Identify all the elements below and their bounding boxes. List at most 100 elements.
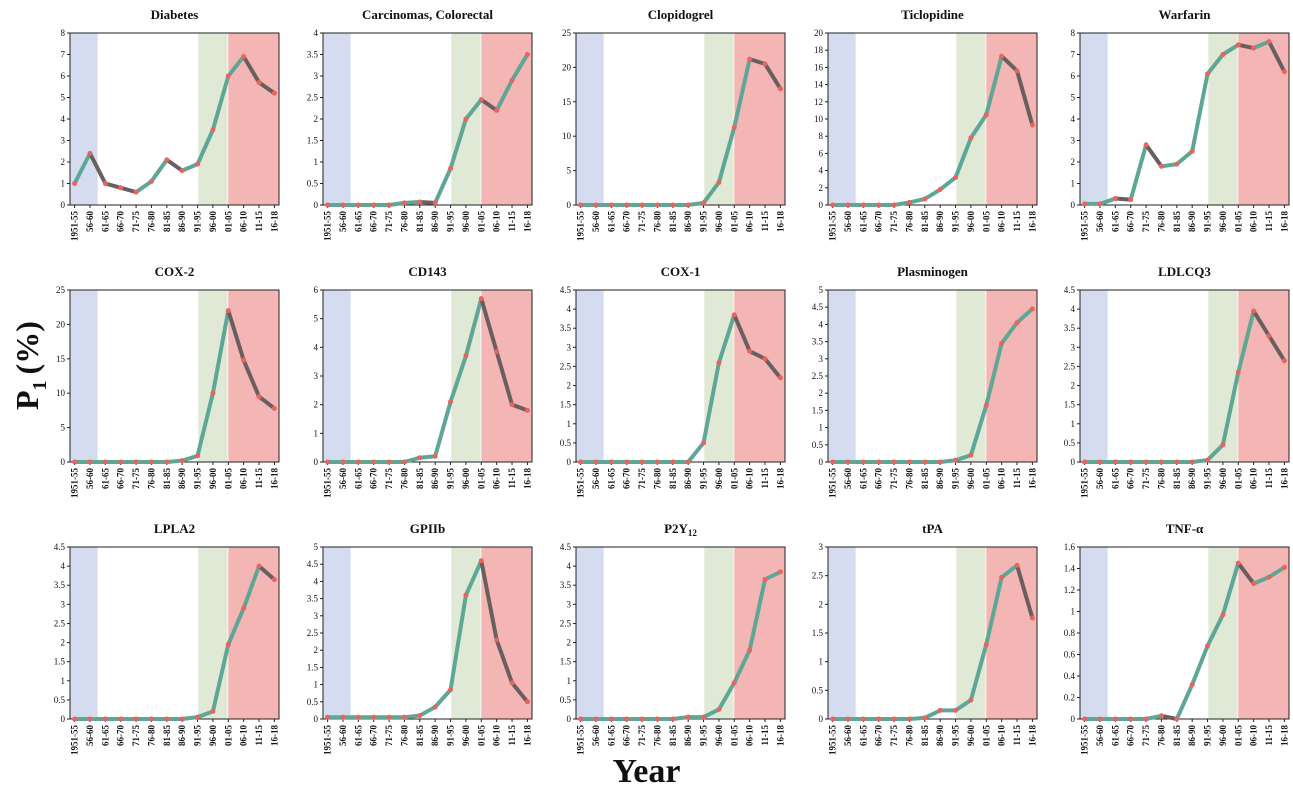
y-tick-label: 2 xyxy=(314,400,319,410)
data-point xyxy=(1097,459,1103,465)
series-line-segment xyxy=(763,569,783,582)
data-point xyxy=(1266,574,1272,580)
data-point xyxy=(654,202,660,208)
x-tick-label: 71-75 xyxy=(131,468,141,489)
series-line-segment xyxy=(448,593,468,692)
data-point xyxy=(494,637,500,643)
data-point xyxy=(1112,716,1118,722)
data-point xyxy=(762,61,768,67)
series-line-segment xyxy=(1251,575,1272,586)
chart-title-text: Plasminogen xyxy=(897,264,969,279)
y-tick-label: 1 xyxy=(314,428,319,438)
chart-panel: 0 2 4 6 8 10 12 14 16 18 20 1951-55 56-60 61-65 66-70 7… xyxy=(814,7,1038,241)
band-mid xyxy=(956,290,986,462)
series-line-segment xyxy=(417,199,438,205)
data-point xyxy=(72,716,78,722)
x-tick-label: 06-10 xyxy=(239,211,249,232)
y-tick-label: 0 xyxy=(1071,457,1076,467)
x-tick-label: 76-80 xyxy=(399,725,409,746)
series-line-segment xyxy=(1159,713,1179,721)
series-line-segment xyxy=(763,61,783,91)
y-tick-label: 2.5 xyxy=(1064,361,1076,371)
x-tick-label: 71-75 xyxy=(131,725,141,746)
data-point xyxy=(1174,716,1180,722)
x-tick-label: 66-70 xyxy=(1126,468,1136,489)
chart-title-text: LDLCQ3 xyxy=(1158,264,1211,279)
x-tick-label: 76-80 xyxy=(904,468,914,489)
y-tick-label: 2 xyxy=(567,638,572,648)
y-tick-label: 3.5 xyxy=(560,580,572,590)
data-point xyxy=(593,459,599,465)
series-line-segment xyxy=(716,312,737,365)
x-tick-label: 06-10 xyxy=(745,211,755,232)
series-line-segment xyxy=(180,453,200,463)
y-tick-label: 0.5 xyxy=(307,179,319,189)
x-tick-label: 96-00 xyxy=(966,468,976,489)
series-line-segment xyxy=(433,687,453,709)
band-early xyxy=(323,290,351,462)
data-point xyxy=(1189,682,1195,688)
data-point xyxy=(1158,163,1164,169)
x-tick-label: 61-65 xyxy=(606,725,616,746)
x-tick-label: 16-18 xyxy=(1279,468,1289,489)
x-tick-label: 56-60 xyxy=(1095,725,1105,746)
series-line-segment xyxy=(479,296,499,354)
data-point xyxy=(608,202,614,208)
x-tick-label: 76-80 xyxy=(652,211,662,232)
x-tick-label: 86-90 xyxy=(1187,211,1197,232)
chart-panel: 0 0.5 1 1.5 2 2.5 3 3.5 4 1951-55 56-60 61-65 66-70 7… xyxy=(307,7,533,241)
band-mid xyxy=(956,33,986,205)
x-tick-label: 1951-55 xyxy=(70,468,80,498)
x-tick-label: 06-10 xyxy=(745,468,755,489)
series-line-segment xyxy=(747,577,768,653)
y-tick-label: 3 xyxy=(1071,136,1076,146)
x-tick-label: 66-70 xyxy=(874,211,884,232)
band-late xyxy=(986,33,1037,205)
chart-panel: 0 0.5 1 1.5 2 2.5 3 1951-55 56-60 61-65 66-70 71-75… xyxy=(812,521,1038,755)
x-tick-label: 1951-55 xyxy=(323,725,333,755)
chart-title-text: Clopidogrel xyxy=(648,7,714,22)
data-point xyxy=(860,459,866,465)
y-tick-label: 2 xyxy=(61,157,66,167)
series-line-segment xyxy=(1251,39,1272,51)
chart-title: COX-2 xyxy=(155,264,195,279)
data-point xyxy=(876,716,882,722)
y-tick-label: 4.5 xyxy=(812,302,824,312)
data-point xyxy=(1281,564,1287,570)
data-point xyxy=(271,405,277,411)
chart-panel: 0 0.5 1 1.5 2 2.5 3 3.5 4 4.5 1951-55 56-60 61-65 66-… xyxy=(54,521,280,755)
x-tick-label: 61-65 xyxy=(606,468,616,489)
series-line-segment xyxy=(433,399,453,459)
data-point xyxy=(1128,459,1134,465)
data-point xyxy=(401,459,407,465)
data-point xyxy=(1014,68,1020,74)
y-tick-label: 0.5 xyxy=(560,695,572,705)
y-axis-label: P1 (%) xyxy=(0,300,60,450)
series-line-segment xyxy=(1236,561,1256,586)
data-point xyxy=(463,116,469,122)
x-tick-label: 11-15 xyxy=(254,725,264,746)
data-point xyxy=(355,459,361,465)
data-point xyxy=(685,202,691,208)
data-point xyxy=(670,459,676,465)
data-point xyxy=(906,716,912,722)
data-point xyxy=(1112,196,1118,202)
data-point xyxy=(1281,69,1287,75)
x-tick-label: 76-80 xyxy=(904,211,914,232)
data-point xyxy=(118,459,124,465)
data-point xyxy=(148,178,154,184)
x-tick-label: 91-95 xyxy=(446,725,456,746)
y-tick-label: 2 xyxy=(61,638,66,648)
x-tick-label: 66-70 xyxy=(369,725,379,746)
x-tick-label: 81-85 xyxy=(415,211,425,232)
data-point xyxy=(983,641,989,647)
y-tick-label: 3 xyxy=(314,371,319,381)
data-point xyxy=(608,459,614,465)
series-line-segment xyxy=(479,97,499,113)
y-tick-label: 0 xyxy=(1071,714,1076,724)
band-early xyxy=(828,33,856,205)
series-line-segment xyxy=(1159,162,1179,169)
y-label-main: P xyxy=(9,390,45,410)
data-point xyxy=(386,714,392,720)
y-tick-label: 1 xyxy=(1071,607,1076,617)
